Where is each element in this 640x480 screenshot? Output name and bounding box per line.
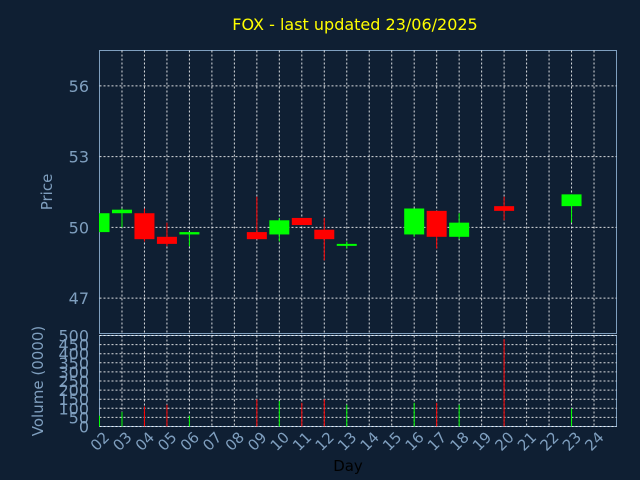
- candle-body: [246, 232, 267, 240]
- grid-lines: [99, 50, 617, 427]
- price-tick-label: 53: [69, 148, 89, 167]
- volume-tick-label: 150: [58, 390, 89, 409]
- candle-body: [426, 210, 447, 237]
- price-tick-label: 47: [69, 289, 89, 308]
- volume-tick-label: 450: [58, 336, 89, 355]
- price-tick-label: 50: [69, 218, 89, 237]
- volume-tick-label: 200: [58, 381, 89, 400]
- candle-body: [111, 209, 132, 214]
- chart-title: FOX - last updated 23/06/2025: [232, 15, 477, 34]
- price-axis-label: Price: [38, 174, 56, 211]
- candle-body: [134, 213, 155, 240]
- candle-body: [404, 208, 425, 235]
- price-plot-area: [99, 50, 617, 334]
- volume-tick-label: 400: [58, 345, 89, 364]
- candle-body: [449, 222, 470, 237]
- candle-body: [156, 236, 177, 244]
- candle-body: [336, 243, 357, 246]
- volume-tick-label: 100: [58, 399, 89, 418]
- x-axis-label: Day: [333, 457, 363, 475]
- volume-bars: [99, 339, 573, 427]
- x-tick-label: 24: [581, 428, 607, 454]
- candle-body: [269, 220, 290, 235]
- price-y-ticks: 47 50 53 56: [69, 77, 89, 308]
- candle-body: [99, 213, 110, 233]
- candle-body: [561, 194, 582, 207]
- candlesticks: [99, 194, 582, 261]
- volume-tick-label: 350: [58, 354, 89, 373]
- candle-body: [179, 232, 200, 235]
- candle-body: [291, 217, 312, 226]
- volume-axis-label: Volume (0000): [29, 326, 47, 436]
- volume-tick-label: 50: [69, 408, 89, 427]
- x-axis-ticks: 0203040506070809101112131415161718192021…: [87, 428, 608, 454]
- candle-body: [494, 206, 515, 211]
- volume-tick-label: 300: [58, 363, 89, 382]
- volume-tick-label: 0: [79, 418, 89, 437]
- volume-tick-label: 250: [58, 372, 89, 391]
- volume-tick-label: 500: [58, 327, 89, 346]
- candle-body: [314, 229, 335, 240]
- price-tick-label: 56: [69, 77, 89, 96]
